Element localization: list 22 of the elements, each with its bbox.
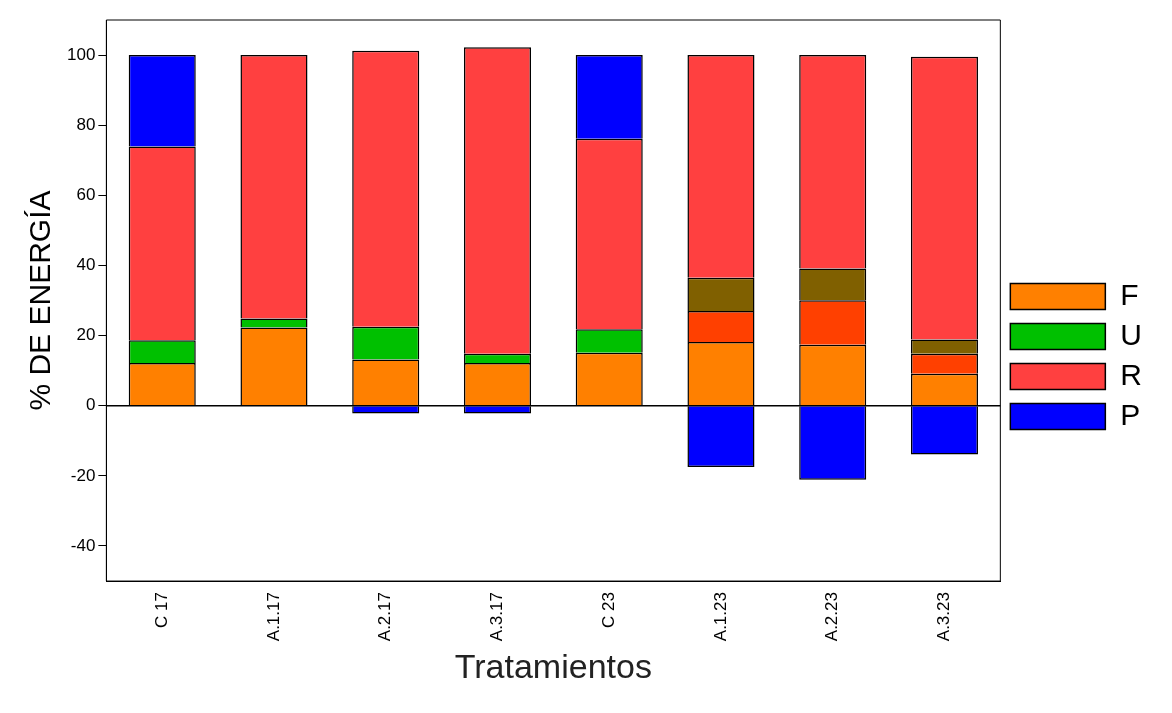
legend-label: P [1120, 397, 1141, 431]
x-tick-label: A.2.17 [375, 592, 395, 642]
y-tick-label: 60 [76, 185, 96, 205]
y-axis-title: % DE ENERGÍA [23, 190, 57, 411]
legend-label: U [1120, 317, 1143, 351]
y-tick-label: 40 [76, 255, 96, 275]
x-tick-label: A.3.23 [934, 592, 954, 642]
x-tick-label: A.3.17 [487, 592, 507, 642]
x-tick-label: C 17 [151, 592, 171, 628]
x-tick-label: C 23 [598, 592, 618, 628]
y-tick-label: 100 [66, 44, 96, 64]
y-tick-label: 80 [76, 114, 96, 134]
y-tick-label: -20 [70, 465, 96, 485]
legend-label: R [1120, 357, 1143, 391]
x-tick-label: A.1.23 [710, 592, 730, 642]
legend-label: F [1120, 277, 1139, 311]
y-tick-label: -40 [70, 535, 96, 555]
x-tick-label: A.1.17 [263, 592, 283, 642]
x-axis-title: Tratamientos [454, 646, 652, 685]
y-tick-label: 20 [76, 325, 96, 345]
y-tick-label: 0 [85, 395, 96, 415]
x-tick-label: A.2.23 [822, 592, 842, 642]
